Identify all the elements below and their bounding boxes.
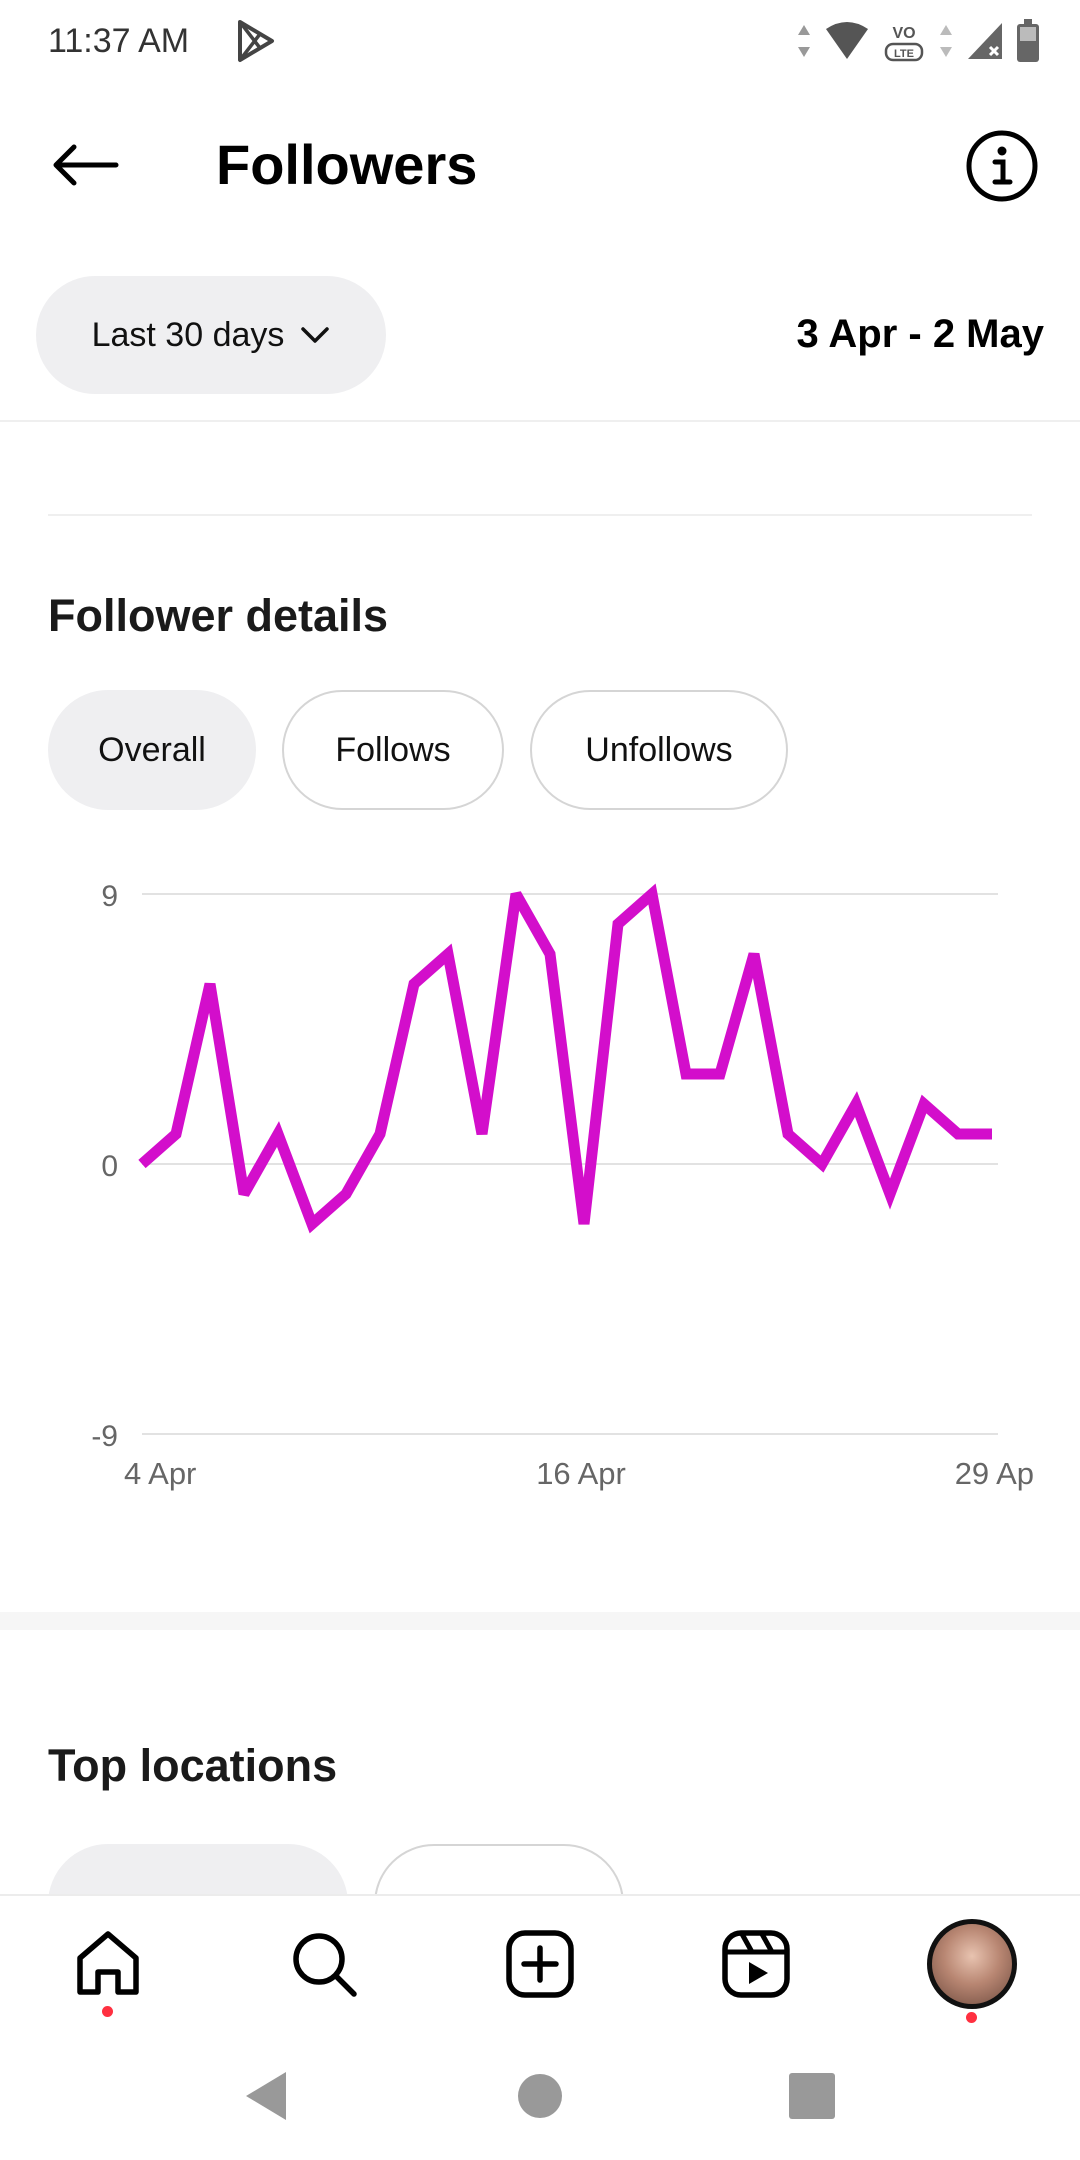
status-bar: 11:37 AM VO LTE	[0, 0, 1080, 84]
follower-chart: 9 0 -94 Apr 16 Apr 29 Ap	[91, 880, 1034, 1491]
x-tick-label: 4 Apr	[124, 1456, 196, 1491]
play-store-icon	[238, 20, 274, 62]
location-tab-2[interactable]	[374, 1844, 624, 1896]
status-time: 11:37 AM	[48, 22, 190, 60]
location-tab-1[interactable]	[48, 1844, 348, 1896]
reels-icon	[722, 1930, 790, 1998]
header: Followers	[0, 110, 1080, 220]
nav-reels[interactable]	[706, 1914, 806, 2014]
nav-home[interactable]	[58, 1914, 158, 2017]
back-arrow-icon	[53, 144, 119, 186]
status-icons: VO LTE	[796, 16, 1040, 66]
follower-details-tabs: Overall Follows Unfollows	[48, 690, 788, 810]
top-locations-title: Top locations	[48, 1740, 338, 1791]
date-filter-label: Last 30 days	[91, 315, 285, 354]
search-icon	[293, 1933, 357, 1997]
battery-icon	[1017, 19, 1039, 62]
android-recents-button[interactable]	[782, 2066, 842, 2126]
volte-icon: VO LTE	[884, 25, 924, 62]
create-icon	[506, 1930, 574, 1998]
x-tick-label: 29 Ap	[955, 1456, 1034, 1491]
data-arrows-icon-2	[940, 25, 952, 57]
square-recents-icon	[789, 2073, 835, 2119]
data-arrows-icon	[798, 25, 810, 57]
section-separator	[0, 1612, 1080, 1630]
tab-follows[interactable]: Follows	[282, 690, 504, 810]
svg-text:LTE: LTE	[894, 48, 914, 60]
y-tick-label: -9	[91, 1420, 118, 1453]
nav-search[interactable]	[274, 1914, 374, 2014]
date-filter-dropdown[interactable]: Last 30 days	[36, 276, 386, 394]
cell-signal-icon	[968, 23, 1002, 59]
svg-text:VO: VO	[892, 25, 915, 42]
profile-avatar	[927, 1919, 1017, 2009]
x-tick-label: 16 Apr	[536, 1456, 626, 1491]
home-notification-dot	[102, 2006, 113, 2017]
circle-home-icon	[518, 2074, 562, 2118]
android-back-button[interactable]	[236, 2066, 296, 2126]
chevron-down-icon	[301, 327, 330, 343]
profile-notification-dot	[966, 2012, 977, 2023]
divider-inset	[48, 514, 1032, 516]
info-button[interactable]	[962, 126, 1042, 206]
date-range: 3 Apr - 2 May	[796, 312, 1044, 356]
home-icon	[77, 1931, 139, 1995]
wifi-icon	[826, 22, 868, 59]
tab-overall[interactable]: Overall	[48, 690, 256, 810]
back-button[interactable]	[40, 130, 130, 200]
android-home-button[interactable]	[510, 2066, 570, 2126]
tab-unfollows[interactable]: Unfollows	[530, 690, 788, 810]
nav-profile[interactable]	[922, 1914, 1022, 2023]
triangle-back-icon	[246, 2072, 286, 2120]
y-tick-label: 0	[101, 1150, 118, 1183]
page-title: Followers	[216, 133, 478, 196]
top-locations-tabs	[48, 1844, 624, 1896]
bottom-nav	[0, 1894, 1080, 2030]
follower-details-title: Follower details	[48, 590, 389, 641]
series-line	[138, 883, 992, 1234]
android-nav-bar	[0, 2030, 1080, 2160]
y-tick-label: 9	[101, 880, 118, 913]
info-icon	[966, 130, 1038, 202]
divider	[0, 420, 1080, 422]
nav-create[interactable]	[490, 1914, 590, 2014]
